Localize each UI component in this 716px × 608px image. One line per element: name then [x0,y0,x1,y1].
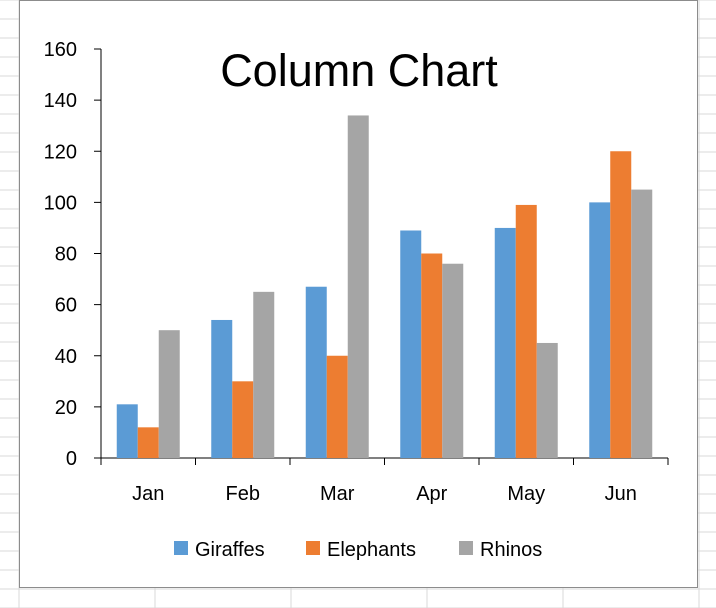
bar-elephants-apr[interactable] [421,253,443,459]
y-tick-label: 60 [55,295,77,317]
x-tick-label: Jun [605,483,637,505]
bar-giraffes-may[interactable] [494,227,516,458]
bar-elephants-feb[interactable] [232,381,254,458]
legend: Giraffes Elephants Rhinos [174,539,542,561]
bar-giraffes-jan[interactable] [116,404,138,458]
bars [116,115,653,459]
legend-label-elephants: Elephants [327,539,416,561]
y-tick-label: 20 [55,397,77,419]
bar-elephants-may[interactable] [515,204,537,458]
y-axis: 0 20 40 60 80 100 120 140 160 [44,39,102,470]
bar-elephants-jun[interactable] [610,151,632,458]
bar-elephants-jan[interactable] [137,427,159,458]
y-tick-label: 0 [66,448,77,470]
bar-rhinos-apr[interactable] [442,263,464,458]
bar-giraffes-mar[interactable] [305,286,327,458]
y-tick-label: 100 [44,192,77,214]
y-tick-label: 120 [44,141,77,163]
y-tick-label: 160 [44,39,77,61]
x-tick-label: Jan [132,483,164,505]
legend-swatch-elephants [306,541,320,555]
bar-elephants-mar[interactable] [326,355,348,458]
legend-label-rhinos: Rhinos [480,539,542,561]
legend-label-giraffes: Giraffes [195,539,265,561]
y-tick-label: 80 [55,244,77,266]
bar-rhinos-jun[interactable] [631,189,653,458]
bar-giraffes-apr[interactable] [400,230,422,458]
bar-rhinos-feb[interactable] [253,291,275,458]
x-tick-label: Apr [416,483,447,505]
chart-title: Column Chart [220,45,498,96]
bar-rhinos-may[interactable] [536,342,558,458]
legend-swatch-giraffes [174,541,188,555]
x-axis: Jan Feb Mar Apr May Jun [94,457,669,505]
x-tick-label: Feb [226,483,260,505]
legend-swatch-rhinos [459,541,473,555]
bar-rhinos-jan[interactable] [158,330,180,458]
x-tick-label: Mar [320,483,355,505]
y-tick-label: 140 [44,90,77,112]
bar-giraffes-feb[interactable] [211,319,233,458]
bar-giraffes-jun[interactable] [589,202,611,458]
x-tick-label: May [507,483,545,505]
y-tick-label: 40 [55,346,77,368]
bar-rhinos-mar[interactable] [347,115,369,459]
